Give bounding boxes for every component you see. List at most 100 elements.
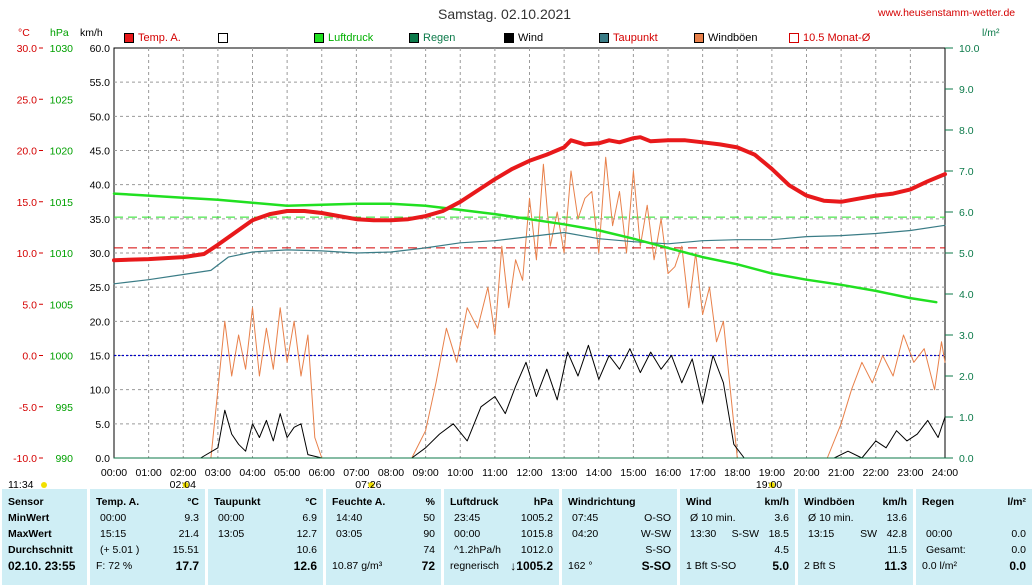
stats-unit: °C	[187, 496, 199, 508]
stats-value: 07:45	[572, 512, 599, 524]
stats-col-rain: Regen l/m² 00:00 0.0 Gesamt: 0.0 0.0 l/m² 0.0	[916, 489, 1032, 585]
legend-swatch	[504, 33, 514, 43]
stats-unit: km/h	[764, 496, 789, 508]
rain-tick-label: 1.0	[959, 412, 974, 424]
stats-value: 12.6	[293, 559, 317, 573]
stats-value: 14:40	[336, 512, 363, 524]
stats-value: SW	[860, 528, 877, 540]
temp-tick-label: 0.0	[22, 351, 37, 363]
rain-tick-label: 2.0	[959, 371, 974, 383]
stats-value: 23:45	[454, 512, 481, 524]
temp-tick-label: 5.0	[22, 299, 37, 311]
legend-label: Luftdruck	[328, 32, 374, 44]
unit-temp: °C	[18, 27, 30, 39]
stats-row: 03:05 90	[326, 526, 441, 542]
stats-value: 13.6	[886, 512, 907, 524]
stats-value: 1012.0	[520, 544, 553, 556]
x-tick-label: 06:00	[309, 467, 335, 479]
stats-row: Regen l/m²	[916, 494, 1032, 510]
stats-value: 00:00	[454, 528, 481, 540]
wind-tick-label: 35.0	[90, 214, 111, 226]
pressure-tick-label: 1020	[50, 146, 74, 158]
rain-tick-label: 4.0	[959, 289, 974, 301]
temp-tick-label: 20.0	[17, 146, 38, 158]
legend-swatch	[124, 33, 134, 43]
wind-tick-label: 5.0	[95, 419, 110, 431]
x-tick-label: 15:00	[620, 467, 646, 479]
wind-tick-label: 15.0	[90, 351, 111, 363]
legend-swatch	[409, 33, 419, 43]
stats-value: 13:05	[218, 528, 245, 540]
stats-value: 0.0	[1009, 559, 1026, 573]
stats-header: Taupunkt	[214, 496, 261, 508]
site-url[interactable]: www.heusenstamm-wetter.de	[878, 7, 1016, 19]
series-luftdruck	[112, 192, 938, 304]
stats-row: 04:20 W-SW	[562, 526, 677, 542]
stats-row: 23:45 1005.2	[444, 510, 559, 526]
stats-value: 11.5	[887, 544, 907, 556]
stats-value: 1005.2	[520, 512, 553, 524]
stats-col-wind: Wind km/h Ø 10 min. 3.6 13:30 18.5 S-SW 4.5 1 Bf…	[680, 489, 795, 585]
rain-tick-label: 6.0	[959, 207, 974, 219]
stats-row: F: 72 % 17.7	[90, 558, 205, 574]
legend-label: Temp. A.	[138, 32, 181, 44]
stats-value: (+ 5.01 )	[100, 544, 140, 556]
stats-value: 0.0 l/m²	[922, 560, 958, 572]
x-tick-label: 01:00	[135, 467, 161, 479]
wind-tick-label: 30.0	[90, 248, 111, 260]
stats-row: 12.6	[208, 558, 323, 574]
stats-unit: %	[425, 496, 435, 508]
stats-row: Taupunkt °C	[208, 494, 323, 510]
stats-header: Luftdruck	[450, 496, 499, 508]
wind-tick-label: 0.0	[95, 453, 110, 465]
rain-tick-label: 7.0	[959, 166, 974, 178]
legend-label: Windböen	[708, 32, 758, 44]
stats-value: 10.6	[296, 544, 317, 556]
legend-label: 10.5 Monat-Ø	[803, 32, 871, 44]
stats-header: Regen	[922, 496, 955, 508]
rain-tick-label: 8.0	[959, 125, 974, 137]
stats-row: 15:15 21.4	[90, 526, 205, 542]
stats-row: 00:00 1015.8	[444, 526, 559, 542]
temp-tick-label: -10.0	[13, 453, 37, 465]
stats-row: regnerisch ↓1005.2	[444, 558, 559, 574]
stats-value: 17.7	[175, 559, 199, 573]
unit-rain: l/m²	[982, 27, 1000, 39]
stats-value: 90	[423, 528, 435, 540]
stats-value: W-SW	[640, 528, 671, 540]
stats-value: 162 °	[568, 560, 593, 572]
stats-col-temp: Temp. A. °C 00:00 9.3 15:15 21.4 (+ 5.01 ) 15.5…	[90, 489, 205, 585]
x-tick-label: 05:00	[274, 467, 300, 479]
stats-row: 13:15 42.8 SW	[798, 526, 913, 542]
stats-row: 13:05 12.7	[208, 526, 323, 542]
stats-row: Windböen km/h	[798, 494, 913, 510]
wind-tick-label: 40.0	[90, 180, 111, 192]
stats-panel: Sensor MinWert MaxWert Durchschnitt 02.10. 2…	[0, 489, 1034, 587]
stats-unit: km/h	[882, 496, 907, 508]
stats-value: 3.6	[774, 512, 789, 524]
temp-tick-label: 10.0	[17, 248, 38, 260]
stats-header: Wind	[686, 496, 712, 508]
x-tick-label: 09:00	[412, 467, 438, 479]
stats-value: 15:15	[100, 528, 127, 540]
stats-row: (+ 5.01 ) 15.51	[90, 542, 205, 558]
sun-marker-label: 11:34	[8, 479, 34, 489]
sun-marker-dot	[182, 482, 189, 488]
stats-row: 10.87 g/m³ 72	[326, 558, 441, 574]
stats-value: S-SO	[641, 559, 671, 573]
stats-value: 72	[421, 559, 435, 573]
stats-value: 00:00	[100, 512, 127, 524]
stats-unit: °C	[305, 496, 317, 508]
stats-value: regnerisch	[450, 560, 500, 572]
sun-marker-label: 02:04	[170, 479, 196, 489]
sun-marker-dot	[368, 482, 375, 488]
stats-value: Gesamt:	[926, 544, 966, 556]
stats-value: 03:05	[336, 528, 363, 540]
series-wind	[200, 344, 946, 459]
stats-value: ^1.2hPa/h	[454, 544, 501, 556]
wind-tick-label: 50.0	[90, 111, 111, 123]
legend-label: Wind	[518, 32, 544, 44]
legend-swatch	[314, 33, 324, 43]
x-tick-label: 17:00	[689, 467, 715, 479]
x-tick-label: 13:00	[551, 467, 577, 479]
